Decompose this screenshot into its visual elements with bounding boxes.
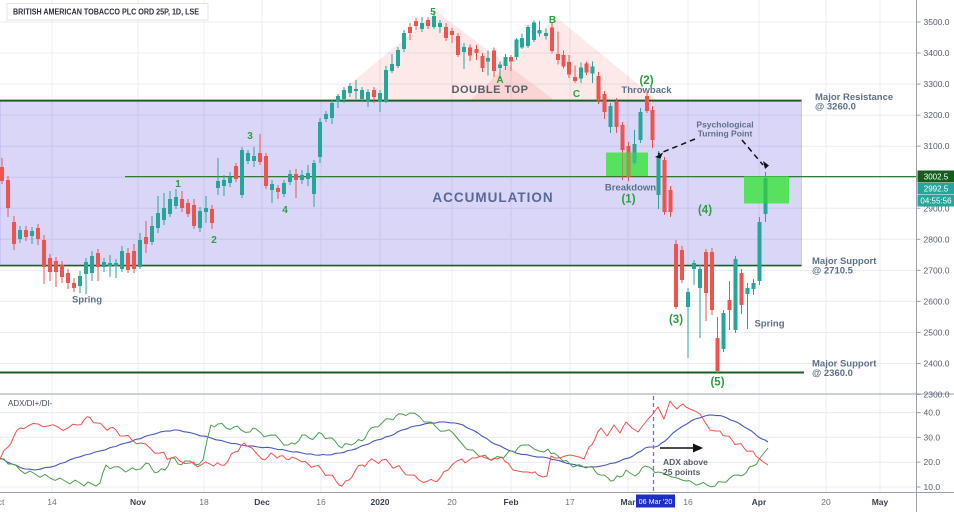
- svg-text:Major Support: Major Support: [812, 359, 877, 370]
- svg-text:2800.0: 2800.0: [924, 234, 950, 244]
- svg-text:@ 2360.0: @ 2360.0: [812, 368, 853, 379]
- svg-text:3500.0: 3500.0: [924, 17, 950, 27]
- svg-text:(4): (4): [698, 205, 712, 217]
- svg-text:2400.0: 2400.0: [924, 358, 950, 368]
- svg-text:@ 2710.5: @ 2710.5: [812, 266, 854, 277]
- svg-text:40.0: 40.0: [924, 408, 941, 418]
- svg-text:ct: ct: [0, 497, 5, 507]
- svg-text:DOUBLE TOP: DOUBLE TOP: [452, 84, 529, 96]
- svg-text:2300.0: 2300.0: [924, 390, 950, 400]
- svg-text:(2): (2): [639, 75, 653, 87]
- svg-text:30.0: 30.0: [924, 432, 941, 442]
- svg-text:Major Resistance: Major Resistance: [815, 92, 893, 103]
- svg-text:ADX above: ADX above: [663, 457, 708, 467]
- svg-text:@ 3260.0: @ 3260.0: [815, 102, 856, 113]
- svg-text:10.0: 10.0: [924, 482, 941, 492]
- svg-text:B: B: [549, 15, 556, 26]
- svg-text:C: C: [573, 89, 580, 100]
- svg-text:Spring: Spring: [754, 319, 784, 330]
- svg-text:Mar: Mar: [620, 497, 636, 507]
- svg-text:2992.5: 2992.5: [924, 185, 949, 194]
- svg-text:20: 20: [447, 497, 457, 507]
- svg-text:16: 16: [683, 497, 693, 507]
- svg-text:3: 3: [247, 131, 253, 142]
- svg-text:Apr: Apr: [752, 497, 767, 507]
- svg-text:Feb: Feb: [503, 497, 518, 507]
- svg-text:20.0: 20.0: [924, 457, 941, 467]
- svg-text:16: 16: [316, 497, 326, 507]
- svg-text:1: 1: [175, 179, 181, 190]
- svg-text:ACCUMULATION: ACCUMULATION: [432, 190, 553, 205]
- svg-text:3400.0: 3400.0: [924, 48, 950, 58]
- svg-text:2700.0: 2700.0: [924, 265, 950, 275]
- svg-text:Turning Point: Turning Point: [698, 129, 753, 139]
- svg-text:Spring: Spring: [72, 295, 102, 306]
- svg-text:14: 14: [47, 497, 57, 507]
- svg-text:2900.0: 2900.0: [924, 203, 950, 213]
- svg-text:Dec: Dec: [254, 497, 270, 507]
- svg-text:18: 18: [199, 497, 209, 507]
- svg-text:25 points: 25 points: [663, 467, 701, 477]
- svg-text:(5): (5): [710, 377, 724, 389]
- svg-text:Psychological: Psychological: [696, 120, 753, 130]
- svg-text:2600.0: 2600.0: [924, 296, 950, 306]
- svg-text:(1): (1): [621, 194, 635, 206]
- svg-text:3002.5: 3002.5: [924, 173, 949, 182]
- svg-text:3300.0: 3300.0: [924, 79, 950, 89]
- svg-text:17: 17: [565, 497, 575, 507]
- svg-text:04:55:56: 04:55:56: [920, 197, 952, 206]
- svg-text:Throwback: Throwback: [621, 85, 672, 96]
- svg-text:2: 2: [211, 235, 217, 246]
- svg-text:5: 5: [430, 7, 436, 18]
- svg-text:Nov: Nov: [130, 497, 146, 507]
- svg-text:(3): (3): [669, 314, 683, 326]
- svg-text:Major Support: Major Support: [812, 256, 877, 267]
- svg-text:20: 20: [821, 497, 831, 507]
- svg-text:06 Mar '20: 06 Mar '20: [639, 497, 673, 506]
- svg-text:2020: 2020: [371, 497, 390, 507]
- svg-text:3200.0: 3200.0: [924, 110, 950, 120]
- svg-text:May: May: [872, 497, 889, 507]
- svg-text:BRITISH AMERICAN TOBACCO PLC O: BRITISH AMERICAN TOBACCO PLC ORD 25P, 1D…: [13, 8, 199, 17]
- svg-text:ADX/DI+/DI-: ADX/DI+/DI-: [8, 399, 53, 408]
- svg-text:4: 4: [282, 205, 288, 216]
- svg-text:Breakdown: Breakdown: [605, 183, 656, 194]
- svg-text:3100.0: 3100.0: [924, 141, 950, 151]
- svg-text:2500.0: 2500.0: [924, 327, 950, 337]
- svg-text:A: A: [496, 75, 503, 86]
